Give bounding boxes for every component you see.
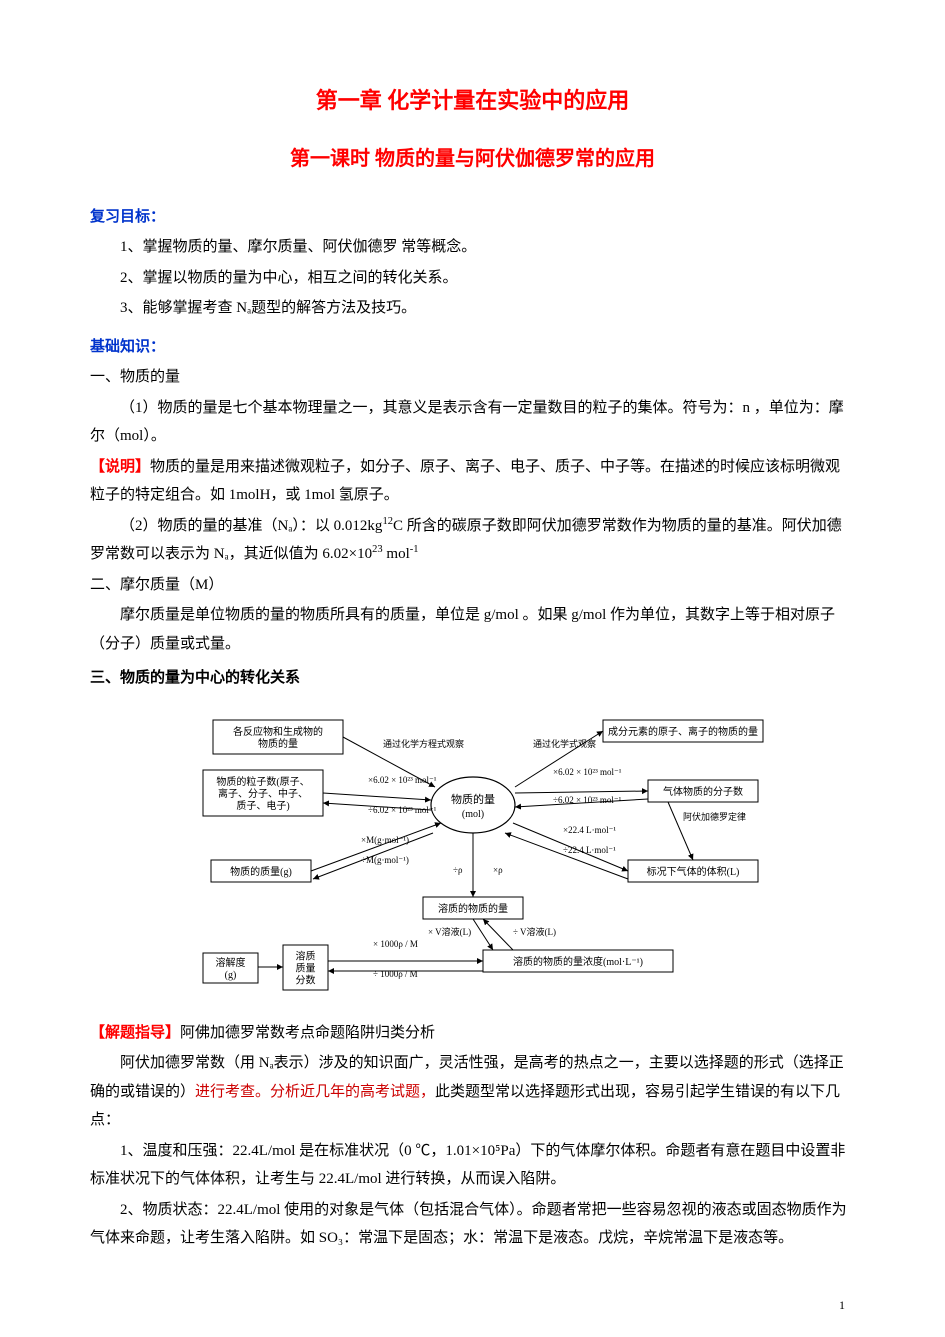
svg-text:÷M(g·mol⁻¹): ÷M(g·mol⁻¹) — [361, 855, 409, 865]
guide-item-2: 2、物质状态：22.4L/mol 使用的对象是气体（包括混合气体）。命题者常把一… — [90, 1196, 855, 1253]
svg-text:物质的质量(g): 物质的质量(g) — [230, 865, 292, 878]
svg-text:÷6.02 × 10²³ mol⁻¹: ÷6.02 × 10²³ mol⁻¹ — [553, 795, 622, 805]
svg-text:成分元素的原子、离子的物质的量: 成分元素的原子、离子的物质的量 — [608, 725, 758, 738]
guide-item-1: 1、温度和压强：22.4L/mol 是在标准状况（0 ℃，1.01×10⁵Pa）… — [90, 1137, 855, 1194]
svg-text:质子、电子): 质子、电子) — [236, 799, 289, 812]
guide-p1-red: 进行考查。分析近几年的高考试题， — [195, 1084, 435, 1100]
svg-text:通过化学方程式观察: 通过化学方程式观察 — [383, 738, 464, 749]
review-goal-1: 1、掌握物质的量、摩尔质量、阿伏伽德罗 常等概念。 — [90, 233, 855, 262]
section-2-p1: 摩尔质量是单位物质的量的物质所具有的质量，单位是 g/mol 。如果 g/mol… — [90, 601, 855, 658]
p2-c: mol — [383, 546, 410, 562]
p2-sup1: 12 — [382, 516, 393, 527]
svg-text:溶质的物质的量浓度(mol·L⁻¹): 溶质的物质的量浓度(mol·L⁻¹) — [513, 955, 643, 968]
basics-heading: 基础知识： — [90, 333, 855, 362]
section-1-p1: （1）物质的量是七个基本物理量之一，其意义是表示含有一定量数目的粒子的集体。符号… — [90, 394, 855, 451]
p2-sup3: -1 — [410, 544, 419, 555]
svg-text:(mol): (mol) — [461, 809, 483, 820]
guide-p1: 阿伏加德罗常数（用 Nₐ表示）涉及的知识面广，灵活性强，是高考的热点之一，主要以… — [90, 1049, 855, 1135]
svg-text:各反应物和生成物的: 各反应物和生成物的 — [233, 725, 323, 738]
chapter-title: 第一章 化学计量在实验中的应用 — [90, 80, 855, 122]
svg-text:通过化学式观察: 通过化学式观察 — [533, 738, 596, 749]
svg-text:×6.02 × 10²³ mol⁻¹: ×6.02 × 10²³ mol⁻¹ — [553, 767, 622, 777]
review-goal-2: 2、掌握以物质的量为中心，相互之间的转化关系。 — [90, 264, 855, 293]
svg-text:(g): (g) — [224, 970, 236, 981]
review-goals-heading: 复习目标： — [90, 203, 855, 232]
section-3-heading: 三、物质的量为中心的转化关系 — [90, 664, 855, 693]
svg-text:离子、分子、中子、: 离子、分子、中子、 — [218, 787, 308, 800]
svg-text:分数: 分数 — [295, 973, 315, 986]
svg-text:溶解度: 溶解度 — [215, 956, 245, 969]
svg-text:× V溶液(L): × V溶液(L) — [428, 926, 471, 937]
section-1-explain: 【说明】物质的量是用来描述微观粒子，如分子、原子、离子、电子、质子、中子等。在描… — [90, 453, 855, 510]
lesson-title: 第一课时 物质的量与阿伏伽德罗常的应用 — [90, 140, 855, 178]
svg-text:÷6.02 × 10²³ mol⁻¹: ÷6.02 × 10²³ mol⁻¹ — [368, 805, 437, 815]
svg-text:溶质的物质的量: 溶质的物质的量 — [438, 902, 508, 915]
section-1-heading: 一、物质的量 — [90, 363, 855, 392]
svg-text:溶质: 溶质 — [295, 949, 315, 962]
section-1-p2: （2）物质的量的基准（Nₐ）：以 0.012kg12C 所含的碳原子数即阿伏加德… — [90, 512, 855, 569]
diagram-svg: 各反应物和生成物的物质的量成分元素的原子、离子的物质的量物质的粒子数(原子、离子… — [173, 705, 773, 1005]
p2-sup2: 23 — [372, 544, 383, 555]
svg-text:质量: 质量 — [295, 962, 315, 974]
guide-title: 阿佛加德罗常数考点命题陷阱归类分析 — [180, 1025, 435, 1041]
p2-a: （2）物质的量的基准（Nₐ）：以 0.012kg — [120, 518, 382, 534]
svg-text:÷ρ: ÷ρ — [453, 865, 463, 875]
svg-text:物质的量: 物质的量 — [451, 792, 495, 806]
section-2-heading: 二、摩尔质量（M） — [90, 571, 855, 600]
guide-label: 【解题指导】 — [90, 1025, 180, 1041]
svg-text:标况下气体的体积(L): 标况下气体的体积(L) — [646, 865, 739, 878]
svg-text:÷ 1000ρ / M: ÷ 1000ρ / M — [373, 969, 418, 979]
guide-paragraph-title: 【解题指导】阿佛加德罗常数考点命题陷阱归类分析 — [90, 1019, 855, 1048]
svg-text:气体物质的分子数: 气体物质的分子数 — [663, 785, 743, 798]
svg-text:物质的量: 物质的量 — [258, 737, 298, 750]
svg-text:×M(g·mol⁻¹): ×M(g·mol⁻¹) — [361, 835, 409, 845]
svg-text:×6.02 × 10²³ mol⁻¹: ×6.02 × 10²³ mol⁻¹ — [368, 775, 437, 785]
explain-label: 【说明】 — [90, 459, 150, 475]
page-number: 1 — [839, 1294, 845, 1317]
svg-text:物质的粒子数(原子、: 物质的粒子数(原子、 — [216, 775, 309, 788]
svg-text:÷22.4 L·mol⁻¹: ÷22.4 L·mol⁻¹ — [563, 845, 616, 855]
svg-text:×22.4 L·mol⁻¹: ×22.4 L·mol⁻¹ — [563, 825, 616, 835]
svg-text:÷ V溶液(L): ÷ V溶液(L) — [513, 926, 556, 937]
svg-text:× 1000ρ / M: × 1000ρ / M — [373, 939, 418, 949]
conversion-diagram: 各反应物和生成物的物质的量成分元素的原子、离子的物质的量物质的粒子数(原子、离子… — [90, 705, 855, 1005]
explain-text: 物质的量是用来描述微观粒子，如分子、原子、离子、电子、质子、中子等。在描述的时候… — [90, 459, 840, 504]
review-goal-3: 3、能够掌握考查 Nₐ题型的解答方法及技巧。 — [90, 294, 855, 323]
svg-text:阿伏加德罗定律: 阿伏加德罗定律 — [683, 811, 746, 822]
svg-text:×ρ: ×ρ — [493, 865, 503, 875]
